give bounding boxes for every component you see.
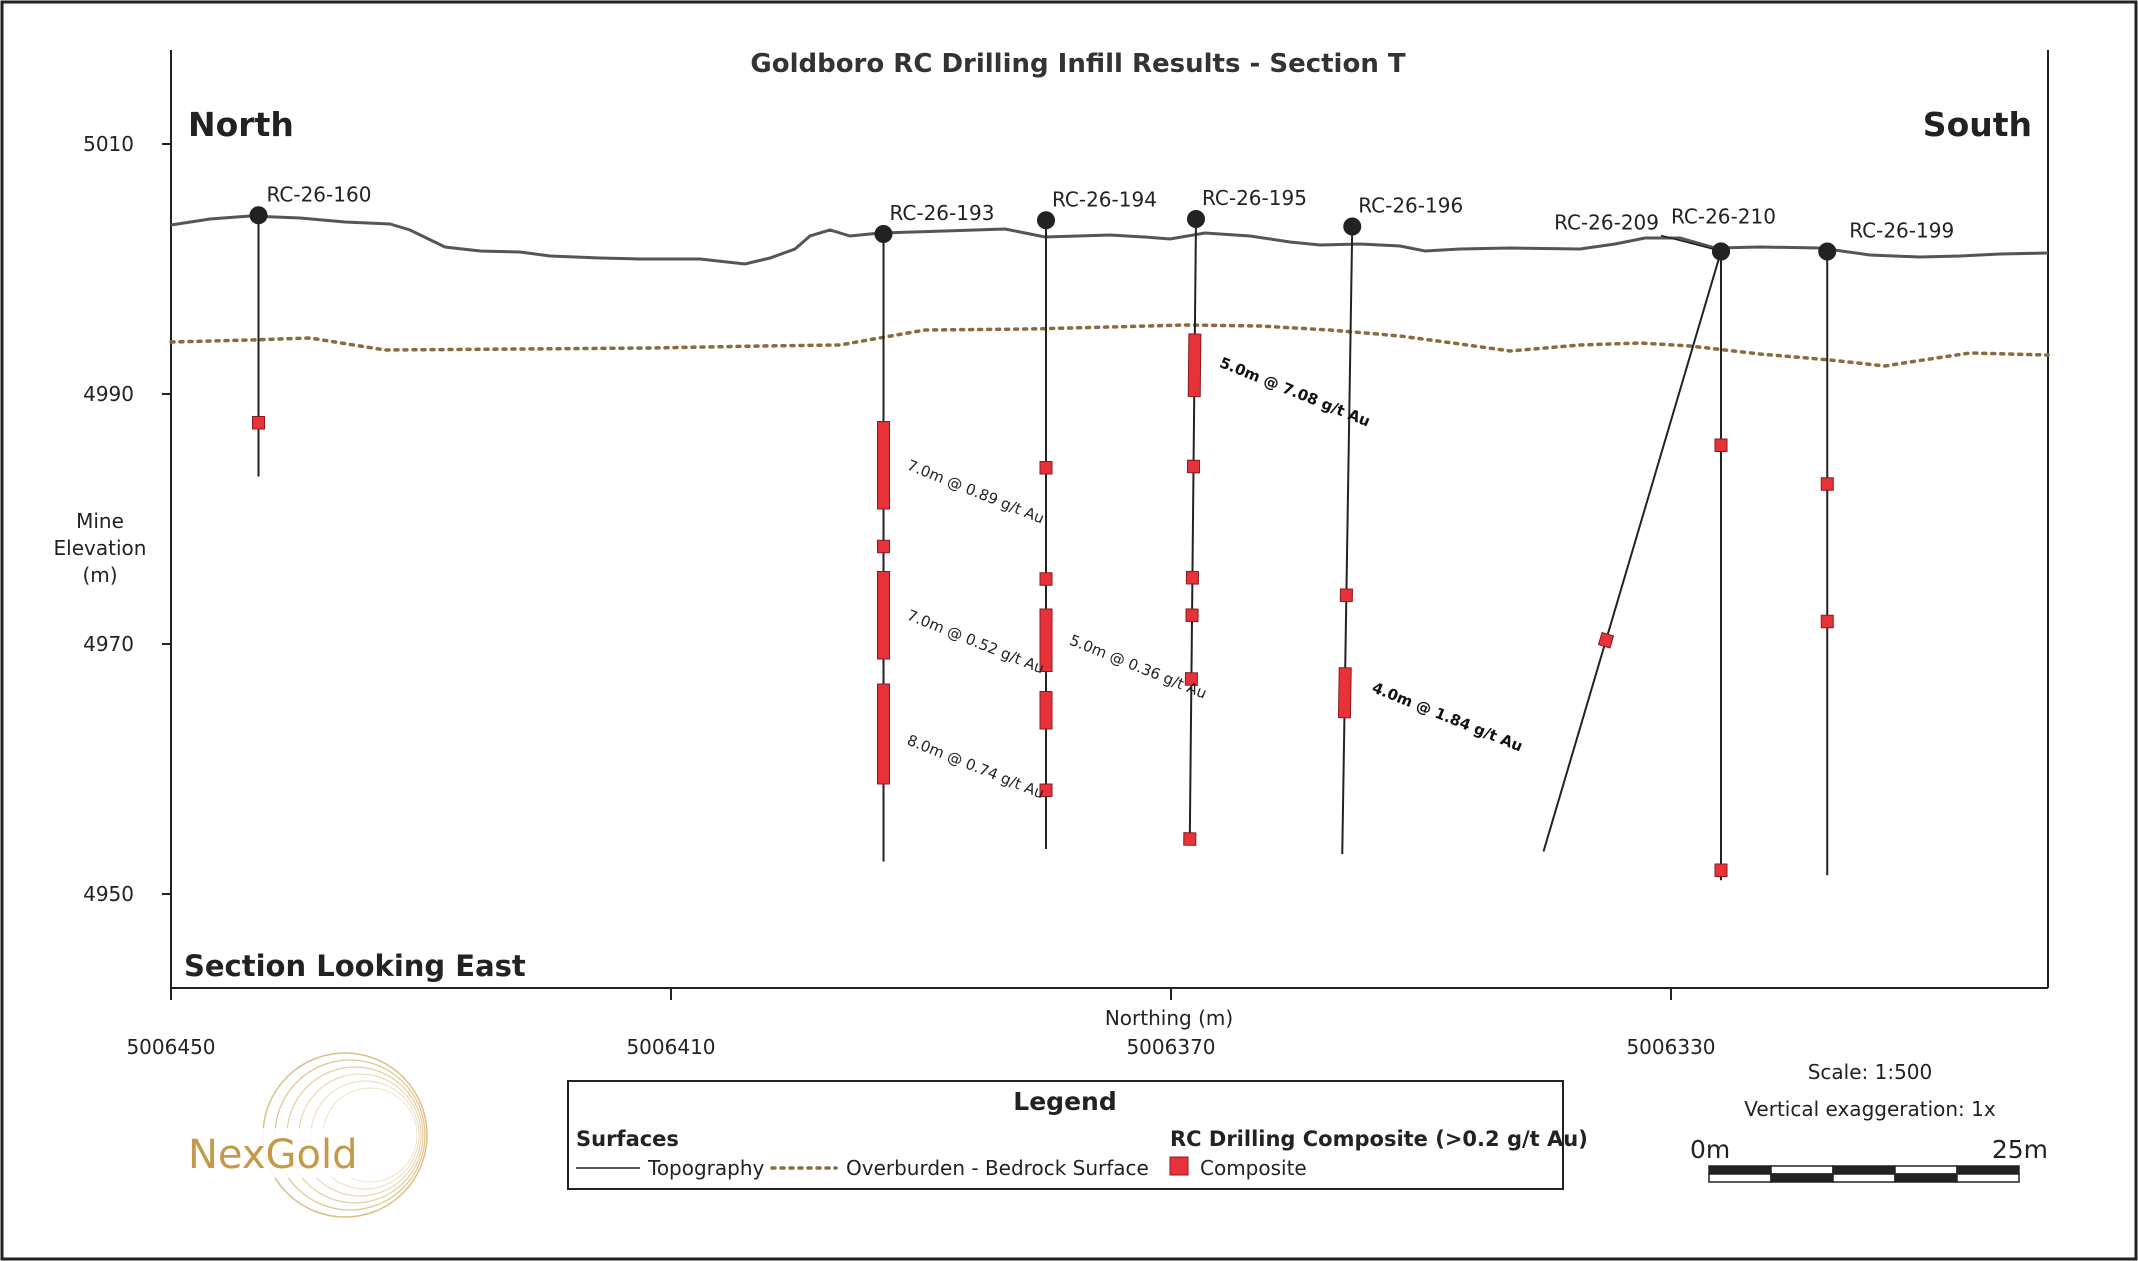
composite-interval: [1714, 438, 1728, 452]
composite-interval: [1337, 667, 1352, 719]
drill-hole-label: RC-26-209: [1554, 211, 1659, 235]
composite-interval: [877, 683, 890, 785]
vertical-exaggeration-text: Vertical exaggeration: 1x: [1744, 1097, 1996, 1121]
drill-hole-label: RC-26-160: [267, 182, 372, 206]
composite-interval: [1039, 608, 1053, 672]
y-tick-label: 5010: [83, 132, 134, 156]
legend-overburden-label: Overburden - Bedrock Surface: [846, 1156, 1149, 1180]
legend-topography-label: Topography: [647, 1156, 765, 1180]
x-tick-label: 5006330: [1626, 1035, 1715, 1059]
drill-hole-collar: [1818, 242, 1837, 261]
composite-interval: [1184, 672, 1198, 686]
y-axis-label-line-1: Mine: [76, 509, 124, 533]
legend-composite-label: Composite: [1200, 1156, 1307, 1180]
scale-bar: [1708, 1165, 2020, 1183]
legend-composite-swatch: [1169, 1156, 1189, 1176]
composite-interval: [1820, 614, 1834, 629]
drill-hole-collar: [249, 206, 268, 225]
south-label: South: [1923, 105, 2032, 144]
x-tick-label: 5006370: [1126, 1035, 1215, 1059]
composite-interval: [1183, 832, 1197, 846]
composite-interval: [1039, 691, 1053, 730]
x-tick-label: 5006410: [626, 1035, 715, 1059]
drill-hole-label: RC-26-193: [890, 201, 995, 225]
drill-hole-label: RC-26-195: [1202, 186, 1307, 210]
composite-interval: [1185, 570, 1199, 585]
overburden-bedrock-surface: [169, 323, 2050, 368]
scale-bar-start-label: 0m: [1690, 1135, 1730, 1164]
drill-hole-label: RC-26-199: [1849, 219, 1954, 243]
composite-interval: [1039, 461, 1053, 475]
drill-hole-collar: [1712, 242, 1730, 261]
legend-surfaces-heading: Surfaces: [576, 1127, 679, 1151]
composite-interval: [252, 416, 265, 430]
drill-hole-label: RC-26-210: [1671, 205, 1776, 229]
drill-hole-collar: [1037, 211, 1055, 230]
y-ticks: 5010 4990 4970 4950: [83, 132, 171, 906]
logo-rings: [262, 1052, 428, 1218]
logo-text: NexGold: [188, 1132, 357, 1178]
composite-interval: [1185, 608, 1199, 623]
scale-bar-end-label: 25m: [1992, 1135, 2048, 1164]
legend-title: Legend: [1013, 1087, 1116, 1116]
x-axis-label: Northing (m): [1105, 1006, 1233, 1030]
composite-interval: [1039, 783, 1053, 797]
composite-interval: [1339, 588, 1353, 603]
x-tick-label: 5006450: [126, 1035, 215, 1059]
drill-hole-collar: [1187, 210, 1205, 228]
composite-interval: [1186, 459, 1201, 474]
composites: [252, 333, 1834, 877]
composite-interval: [1039, 572, 1053, 586]
legend-rc-heading: RC Drilling Composite (>0.2 g/t Au): [1170, 1127, 1588, 1151]
drill-hole-collar: [874, 225, 893, 243]
y-axis-label-line-2: Elevation: [54, 536, 147, 560]
topography-surface: [170, 214, 2049, 266]
composite-interval: [1597, 631, 1615, 649]
composite-interval: [877, 571, 890, 660]
y-tick-label: 4950: [83, 882, 134, 906]
drill-hole-collar: [1343, 217, 1362, 236]
legend: Legend Surfaces Topography Overburden - …: [567, 1080, 1588, 1190]
legend-box: [567, 1080, 1564, 1190]
x-ticks: 5006450 5006410 5006370 5006330: [126, 988, 1716, 1059]
composite-interval: [877, 539, 890, 554]
composite-interval: [1714, 863, 1728, 877]
drill-hole-label: RC-26-196: [1358, 194, 1463, 218]
drill-hole-trace: [1188, 218, 1197, 845]
composite-interval: [1187, 333, 1202, 398]
drill-holes: RC-26-160 RC-26-193 RC-26-194 RC-26-195 RC-2…: [249, 182, 1954, 881]
section-label: Section Looking East: [184, 949, 526, 983]
composite-interval: [1820, 477, 1834, 491]
north-label: North: [188, 105, 294, 144]
nexgold-logo: NexGold: [180, 1052, 428, 1218]
drill-hole-leader-line: [1660, 234, 1716, 251]
drill-hole-trace: [1542, 251, 1722, 852]
scale-text: Scale: 1:500: [1808, 1060, 1933, 1084]
drill-hole-label: RC-26-194: [1052, 187, 1157, 211]
chart-title: Goldboro RC Drilling Infill Results - Se…: [750, 49, 1406, 79]
y-tick-label: 4990: [83, 382, 134, 406]
y-axis-label-line-3: (m): [82, 563, 117, 587]
drill-hole-trace: [1341, 226, 1354, 855]
y-tick-label: 4970: [83, 632, 134, 656]
composite-interval: [877, 421, 890, 510]
